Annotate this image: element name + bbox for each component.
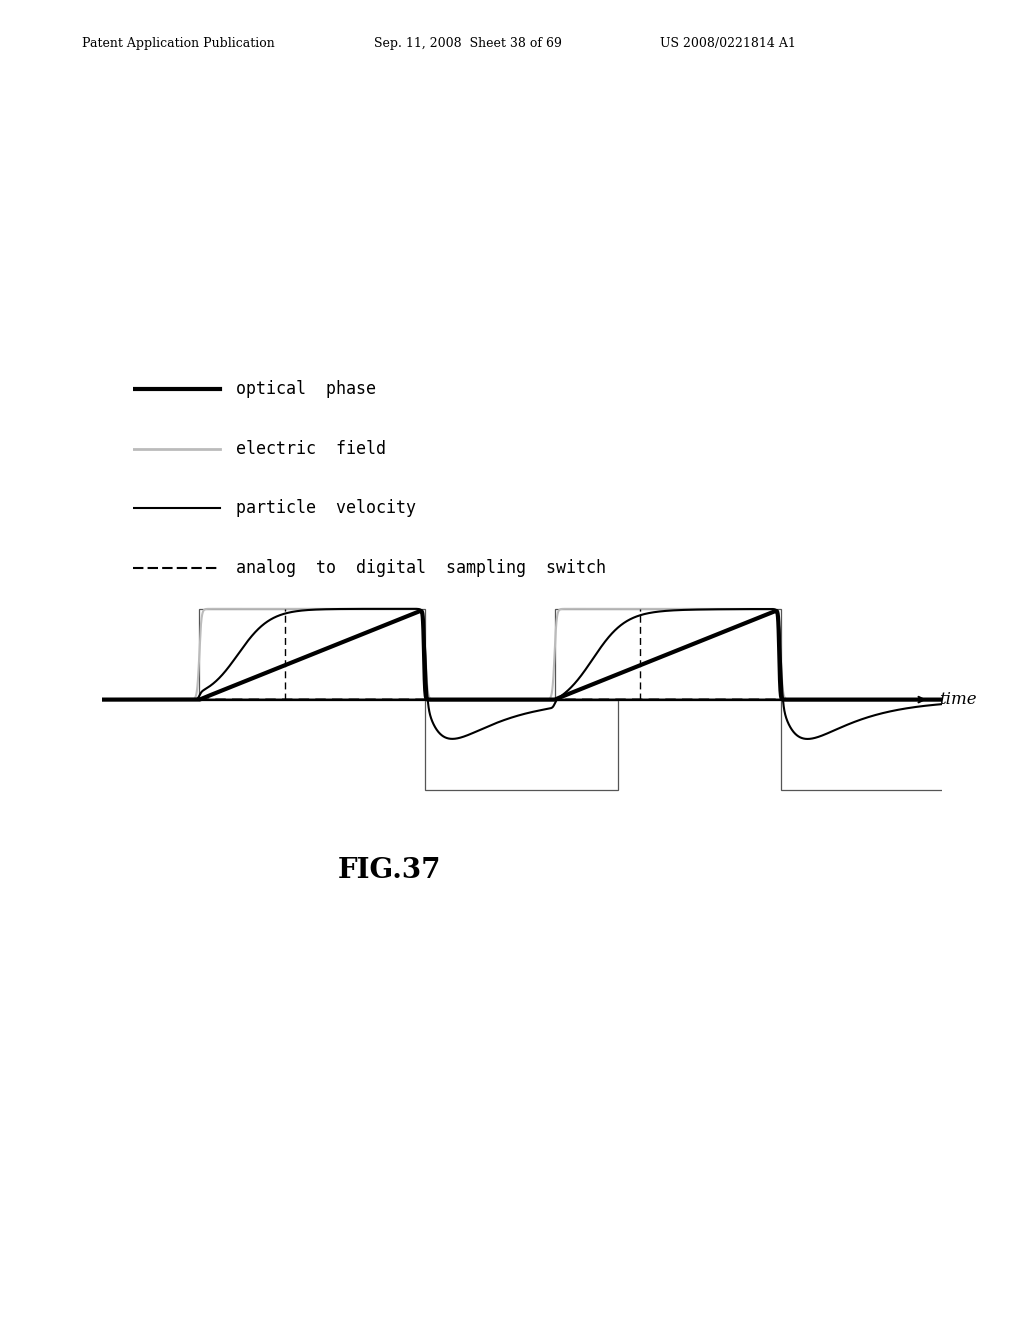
Text: particle  velocity: particle velocity — [237, 499, 417, 517]
Text: Patent Application Publication: Patent Application Publication — [82, 37, 274, 50]
Bar — [425, 700, 617, 791]
Text: optical  phase: optical phase — [237, 380, 376, 399]
Text: Sep. 11, 2008  Sheet 38 of 69: Sep. 11, 2008 Sheet 38 of 69 — [374, 37, 561, 50]
Bar — [200, 609, 425, 700]
Bar — [780, 700, 973, 791]
Text: analog  to  digital  sampling  switch: analog to digital sampling switch — [237, 558, 606, 577]
Text: US 2008/0221814 A1: US 2008/0221814 A1 — [660, 37, 797, 50]
Bar — [555, 609, 780, 700]
Text: FIG.37: FIG.37 — [337, 857, 441, 884]
Text: time: time — [939, 692, 977, 708]
Text: electric  field: electric field — [237, 440, 386, 458]
